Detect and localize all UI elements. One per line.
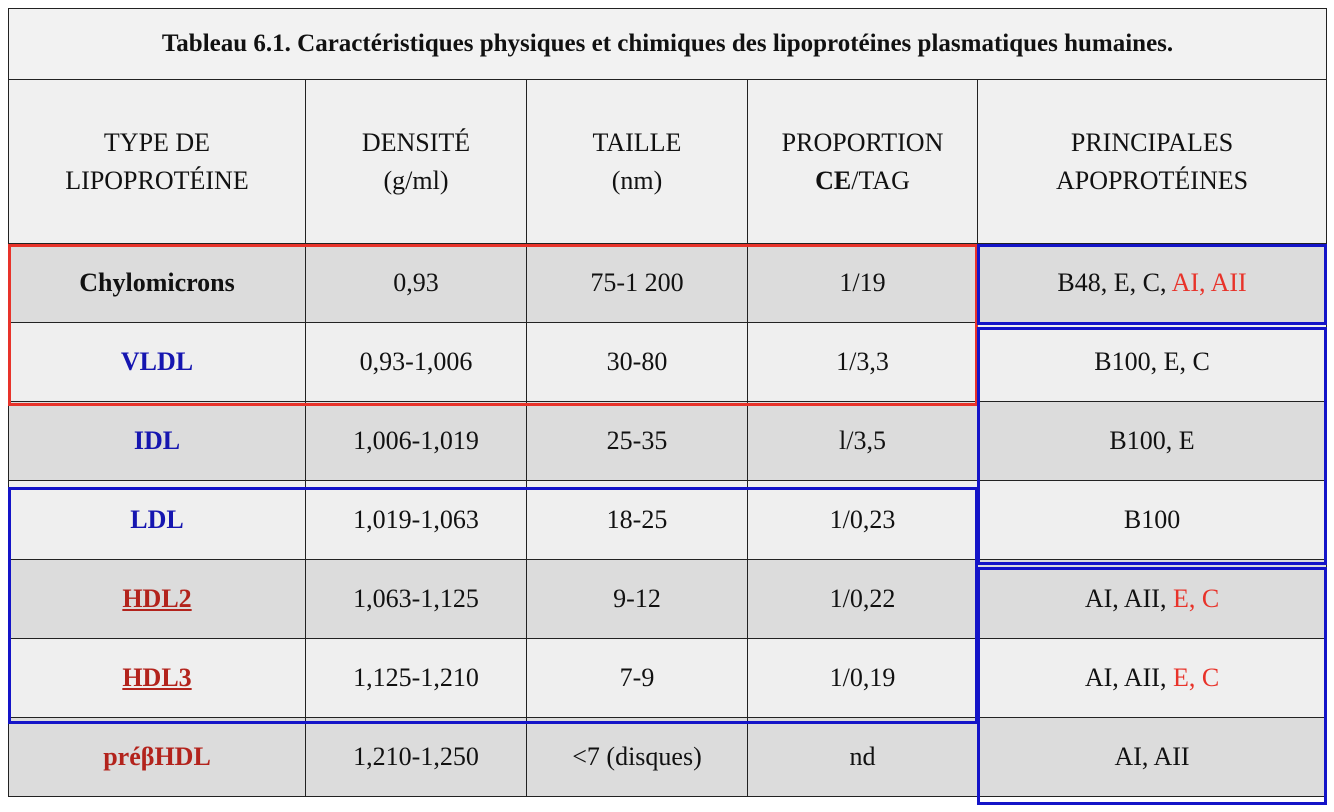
lipoprotein-type: VLDL [120, 347, 194, 376]
lipoprotein-type: HDL2 [122, 584, 192, 613]
apo-cell: B100, E [976, 401, 1328, 481]
apoprotein: B100, E [1109, 426, 1195, 455]
table-row: Chylomicrons 0,93 75-1 200 1/19 B48, E, C, A… [8, 243, 1328, 323]
density-cell: 1,063-1,125 [305, 559, 527, 639]
table-row: VLDL 0,93-1,006 30-80 1/3,3 B100, E, C [8, 322, 1328, 402]
type-cell: Chylomicrons [8, 243, 306, 323]
header-line: (g/ml) [383, 165, 449, 195]
ratio-cell: 1/3,3 [747, 322, 978, 402]
apoprotein: B100 [1123, 505, 1181, 534]
ratio-cell: nd [747, 717, 978, 797]
density-cell: 1,210-1,250 [305, 717, 527, 797]
table-row: IDL 1,006-1,019 25-35 l/3,5 B100, E [8, 401, 1328, 481]
size-cell: <7 (disques) [526, 717, 748, 797]
type-cell: HDL2 [8, 559, 306, 639]
density-cell: 0,93 [305, 243, 527, 323]
type-cell: HDL3 [8, 638, 306, 718]
ratio-cell: l/3,5 [747, 401, 978, 481]
density-cell: 1,006-1,019 [305, 401, 527, 481]
header-line: LIPOPROTÉINE [65, 165, 249, 195]
header-cell: TAILLE (nm) [526, 79, 748, 244]
header-line: PROPORTION [781, 127, 944, 157]
title-row: Tableau 6.1. Caractéristiques physiques … [7, 8, 1328, 80]
header-row: TYPE DE LIPOPROTÉINE DENSITÉ (g/ml) TAILLE… [8, 79, 1328, 244]
size-cell: 9-12 [526, 559, 748, 639]
header-cell: PRINCIPALES APOPROTÉINES [976, 79, 1328, 244]
lipoprotein-type: LDL [130, 505, 184, 534]
apoprotein: E, C [1172, 663, 1220, 692]
apoprotein: AI, AII [1114, 742, 1190, 771]
apoprotein: AI, AII, [1084, 584, 1167, 613]
size-cell: 30-80 [526, 322, 748, 402]
header-cell: TYPE DE LIPOPROTÉINE [8, 79, 306, 244]
ratio-cell: 1/0,22 [747, 559, 978, 639]
density-cell: 1,019-1,063 [305, 480, 527, 560]
header-line: APOPROTÉINES [1055, 165, 1249, 195]
type-cell: IDL [8, 401, 306, 481]
lipoprotein-type: préβHDL [103, 742, 211, 771]
apo-cell: AI, AII, E, C [976, 638, 1328, 718]
header-line: TAILLE [592, 127, 682, 157]
lipoprotein-table: Tableau 6.1. Caractéristiques physiques … [7, 8, 1328, 797]
apoprotein: B48, E, C, [1057, 268, 1167, 297]
size-cell: 25-35 [526, 401, 748, 481]
ratio-cell: 1/0,19 [747, 638, 978, 718]
apo-cell: B100, E, C [976, 322, 1328, 402]
type-cell: VLDL [8, 322, 306, 402]
density-cell: 0,93-1,006 [305, 322, 527, 402]
lipoprotein-type: Chylomicrons [79, 268, 235, 297]
table-row: LDL 1,019-1,063 18-25 1/0,23 B100 [8, 480, 1328, 560]
size-cell: 18-25 [526, 480, 748, 560]
ratio-cell: 1/0,23 [747, 480, 978, 560]
apoprotein: B100, E, C [1094, 347, 1210, 376]
apoprotein: E, C [1172, 584, 1220, 613]
type-cell: préβHDL [8, 717, 306, 797]
header-cell: PROPORTION CE/TAG [747, 79, 978, 244]
lipoprotein-type: HDL3 [122, 663, 192, 692]
header-line: PRINCIPALES [1070, 127, 1234, 157]
apoprotein: AI, AII [1171, 268, 1247, 297]
table-title: Tableau 6.1. Caractéristiques physiques … [7, 8, 1328, 80]
table-body: Tableau 6.1. Caractéristiques physiques … [7, 8, 1328, 797]
apoprotein: AI, AII, [1084, 663, 1167, 692]
type-cell: LDL [8, 480, 306, 560]
header-bold: CE [815, 165, 852, 195]
header-cell: DENSITÉ (g/ml) [305, 79, 527, 244]
header-line: TYPE DE [103, 127, 211, 157]
apo-cell: AI, AII, E, C [976, 559, 1328, 639]
header-line: /TAG [851, 165, 910, 195]
density-cell: 1,125-1,210 [305, 638, 527, 718]
table-row: HDL2 1,063-1,125 9-12 1/0,22 AI, AII, E, C [8, 559, 1328, 639]
apo-cell: AI, AII [976, 717, 1328, 797]
ratio-cell: 1/19 [747, 243, 978, 323]
size-cell: 7-9 [526, 638, 748, 718]
header-line: DENSITÉ [361, 127, 471, 157]
header-line: (nm) [611, 165, 663, 195]
table-row: HDL3 1,125-1,210 7-9 1/0,19 AI, AII, E, C [8, 638, 1328, 718]
apo-cell: B100 [976, 480, 1328, 560]
lipoprotein-type: IDL [133, 426, 181, 455]
size-cell: 75-1 200 [526, 243, 748, 323]
apo-cell: B48, E, C, AI, AII [976, 243, 1328, 323]
table-row: préβHDL 1,210-1,250 <7 (disques) nd AI, AII [8, 717, 1328, 797]
